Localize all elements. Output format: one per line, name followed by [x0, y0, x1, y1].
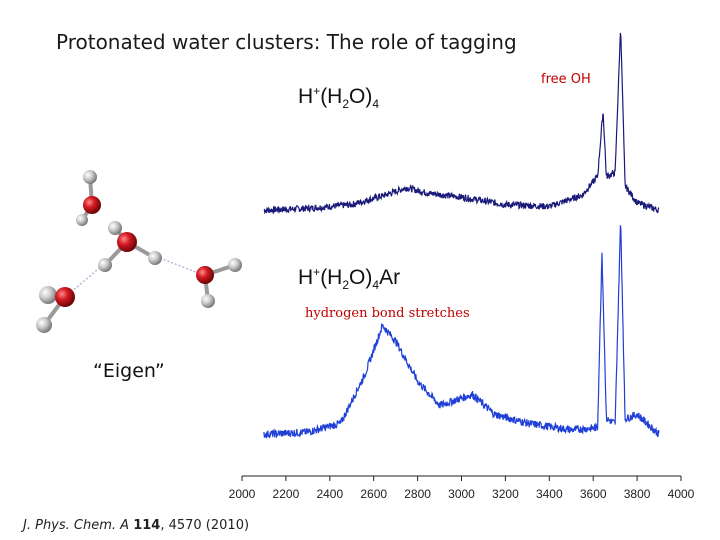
spectrum-line-bottom: [263, 225, 660, 439]
slide-title: Protonated water clusters: The role of t…: [56, 30, 517, 54]
citation-rest: , 4570 (2010): [160, 518, 250, 533]
formula-o: O): [349, 266, 373, 289]
hbond-label: hydrogen bond stretches: [305, 306, 470, 321]
hydrogen-atoms: [36, 170, 242, 333]
formula-open: (H: [320, 85, 343, 108]
formula-charge: +: [313, 265, 321, 279]
eigen-label: “Eigen”: [93, 360, 165, 382]
series-layer: [263, 32, 660, 439]
formula-tag: Ar: [379, 266, 401, 289]
citation-journal: J. Phys. Chem. A: [23, 518, 130, 533]
x-tick-label: 3000: [448, 487, 475, 501]
citation-volume: 114: [133, 518, 161, 533]
spectrum-line-top: [263, 32, 660, 215]
x-ticks: 2000 2200 2400 2600 2800 3000 3200 3400 3600 3800…: [229, 476, 695, 501]
x-tick-label: 3600: [580, 487, 607, 501]
formula-charge: +: [313, 84, 321, 98]
citation: J. Phys. Chem. A 114, 4570 (2010): [23, 518, 249, 533]
x-tick-label: 3200: [492, 487, 519, 501]
x-tick-label: 2200: [273, 487, 300, 501]
free-oh-label: free OH: [541, 72, 591, 87]
formula-open: (H: [320, 266, 343, 289]
formula-h: H: [298, 266, 314, 289]
formula-sub4: 4: [372, 278, 380, 293]
formula-sub2: 2: [342, 97, 350, 112]
formula-sub4: 4: [372, 97, 380, 112]
eigen-cluster-illustration: [36, 170, 242, 333]
x-tick-label: 2600: [360, 487, 387, 501]
formula-bottom-label: H+(H2O)4Ar: [298, 265, 400, 292]
formula-top-label: H+(H2O)4: [298, 84, 379, 111]
hydrogen-bonds: [69, 196, 199, 294]
x-tick-label: 2000: [229, 487, 256, 501]
x-tick-label: 3400: [536, 487, 563, 501]
formula-o: O): [349, 85, 373, 108]
formula-h: H: [298, 85, 314, 108]
formula-sub2: 2: [342, 278, 350, 293]
x-tick-label: 3800: [624, 487, 651, 501]
x-tick-label: 4000: [668, 487, 695, 501]
oxygen-atoms: [55, 196, 214, 307]
x-tick-label: 2800: [404, 487, 431, 501]
x-tick-label: 2400: [316, 487, 343, 501]
